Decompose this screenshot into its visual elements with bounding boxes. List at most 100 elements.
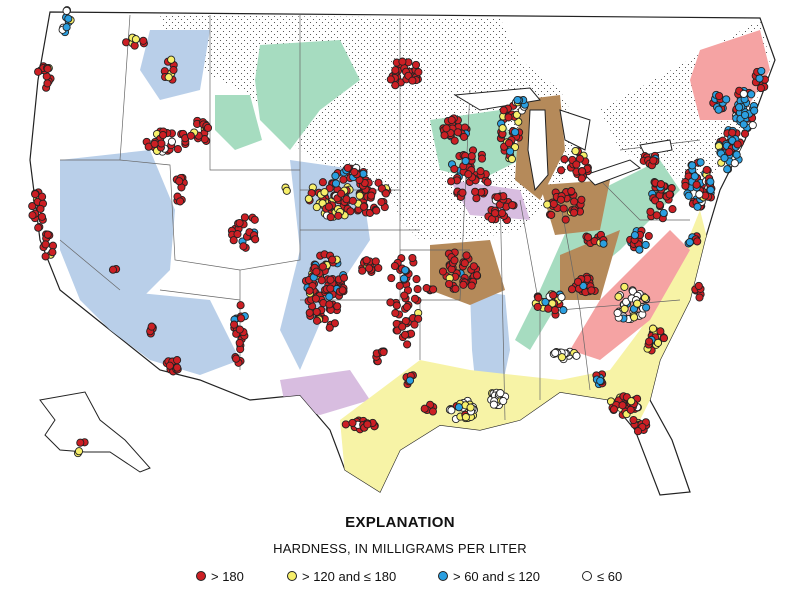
site-gt-180	[715, 91, 724, 101]
site-60-120	[690, 172, 699, 181]
site-gt-180	[312, 307, 321, 316]
site-le-60	[695, 190, 704, 199]
site-gt-180	[317, 276, 326, 285]
site-le-60	[748, 121, 757, 130]
site-gt-180	[395, 281, 404, 290]
site-gt-180	[235, 325, 244, 334]
site-gt-180	[728, 128, 737, 137]
site-gt-180	[390, 261, 399, 271]
site-120-180	[633, 299, 642, 308]
site-gt-180	[694, 281, 703, 290]
site-gt-180	[491, 209, 500, 218]
site-gt-180	[31, 190, 40, 199]
site-gt-180	[392, 301, 401, 310]
site-gt-180	[644, 231, 653, 241]
site-gt-180	[469, 262, 478, 271]
site-gt-180	[147, 322, 156, 331]
site-gt-180	[391, 309, 400, 318]
site-gt-180	[28, 211, 37, 220]
site-gt-180	[381, 189, 390, 198]
site-60-120	[596, 376, 605, 385]
site-gt-180	[43, 230, 52, 239]
site-gt-180	[476, 167, 485, 176]
site-gt-180	[695, 293, 704, 302]
site-gt-180	[367, 191, 376, 200]
site-gt-180	[575, 154, 584, 163]
site-120-180	[627, 397, 636, 406]
legend-label: > 60 and ≤ 120	[453, 568, 541, 584]
site-gt-180	[350, 167, 359, 177]
site-60-120	[641, 240, 650, 249]
site-120-180	[320, 188, 329, 197]
site-gt-180	[318, 178, 327, 187]
site-gt-180	[572, 160, 581, 169]
site-gt-180	[235, 218, 244, 228]
green-area-wyoming	[215, 95, 262, 150]
site-gt-180	[561, 215, 570, 224]
hardness-map	[28, 6, 776, 496]
site-gt-180	[365, 264, 374, 273]
site-gt-180	[544, 304, 553, 313]
site-120-180	[648, 324, 658, 333]
site-gt-180	[311, 294, 320, 303]
site-gt-180	[498, 209, 507, 218]
site-gt-180	[458, 188, 467, 197]
site-le-60	[499, 396, 508, 406]
site-gt-180	[312, 267, 321, 276]
site-gt-180	[577, 195, 586, 204]
site-gt-180	[483, 178, 492, 187]
site-gt-180	[379, 348, 388, 357]
site-gt-180	[43, 79, 52, 88]
site-gt-180	[48, 248, 57, 257]
site-gt-180	[318, 262, 327, 271]
site-gt-180	[28, 202, 37, 211]
site-60-120	[506, 147, 515, 156]
site-gt-180	[34, 223, 43, 232]
site-gt-180	[334, 211, 343, 220]
site-60-120	[688, 161, 697, 170]
site-gt-180	[401, 317, 410, 326]
site-120-180	[543, 200, 552, 209]
site-120-180	[167, 55, 176, 64]
site-120-180	[653, 338, 663, 347]
site-60-120	[735, 103, 744, 112]
site-60-120	[659, 208, 668, 218]
site-le-60	[489, 400, 498, 409]
site-60-120	[723, 165, 732, 174]
site-60-120	[513, 95, 522, 105]
site-gt-180	[76, 438, 85, 447]
legend-items: > 180 > 120 and ≤ 180 > 60 and ≤ 120 ≤ 6…	[0, 566, 800, 586]
site-gt-180	[560, 155, 569, 164]
site-gt-180	[403, 340, 412, 349]
site-gt-180	[233, 230, 242, 239]
site-gt-180	[633, 427, 643, 436]
site-gt-180	[173, 363, 182, 372]
site-60-120	[331, 179, 341, 188]
site-gt-180	[442, 124, 451, 133]
site-gt-180	[400, 291, 409, 300]
site-120-180	[498, 124, 507, 133]
site-gt-180	[173, 145, 182, 154]
site-gt-180	[398, 322, 407, 331]
site-gt-180	[37, 212, 47, 221]
site-60-120	[693, 202, 702, 211]
site-le-60	[572, 351, 581, 360]
site-gt-180	[499, 106, 508, 115]
site-gt-180	[326, 275, 335, 284]
site-gt-180	[250, 215, 259, 224]
site-gt-180	[451, 284, 460, 293]
site-120-180	[74, 447, 84, 456]
site-gt-180	[341, 420, 350, 429]
site-gt-180	[559, 204, 568, 213]
site-gt-180	[377, 197, 386, 207]
site-gt-180	[645, 337, 654, 346]
site-le-60	[551, 348, 560, 357]
site-gt-180	[450, 136, 459, 145]
site-gt-180	[429, 285, 438, 294]
site-60-120	[64, 14, 73, 23]
site-gt-180	[338, 286, 347, 295]
site-gt-180	[477, 154, 487, 163]
site-60-120	[706, 185, 715, 195]
site-gt-180	[36, 204, 45, 213]
site-gt-180	[450, 164, 459, 174]
